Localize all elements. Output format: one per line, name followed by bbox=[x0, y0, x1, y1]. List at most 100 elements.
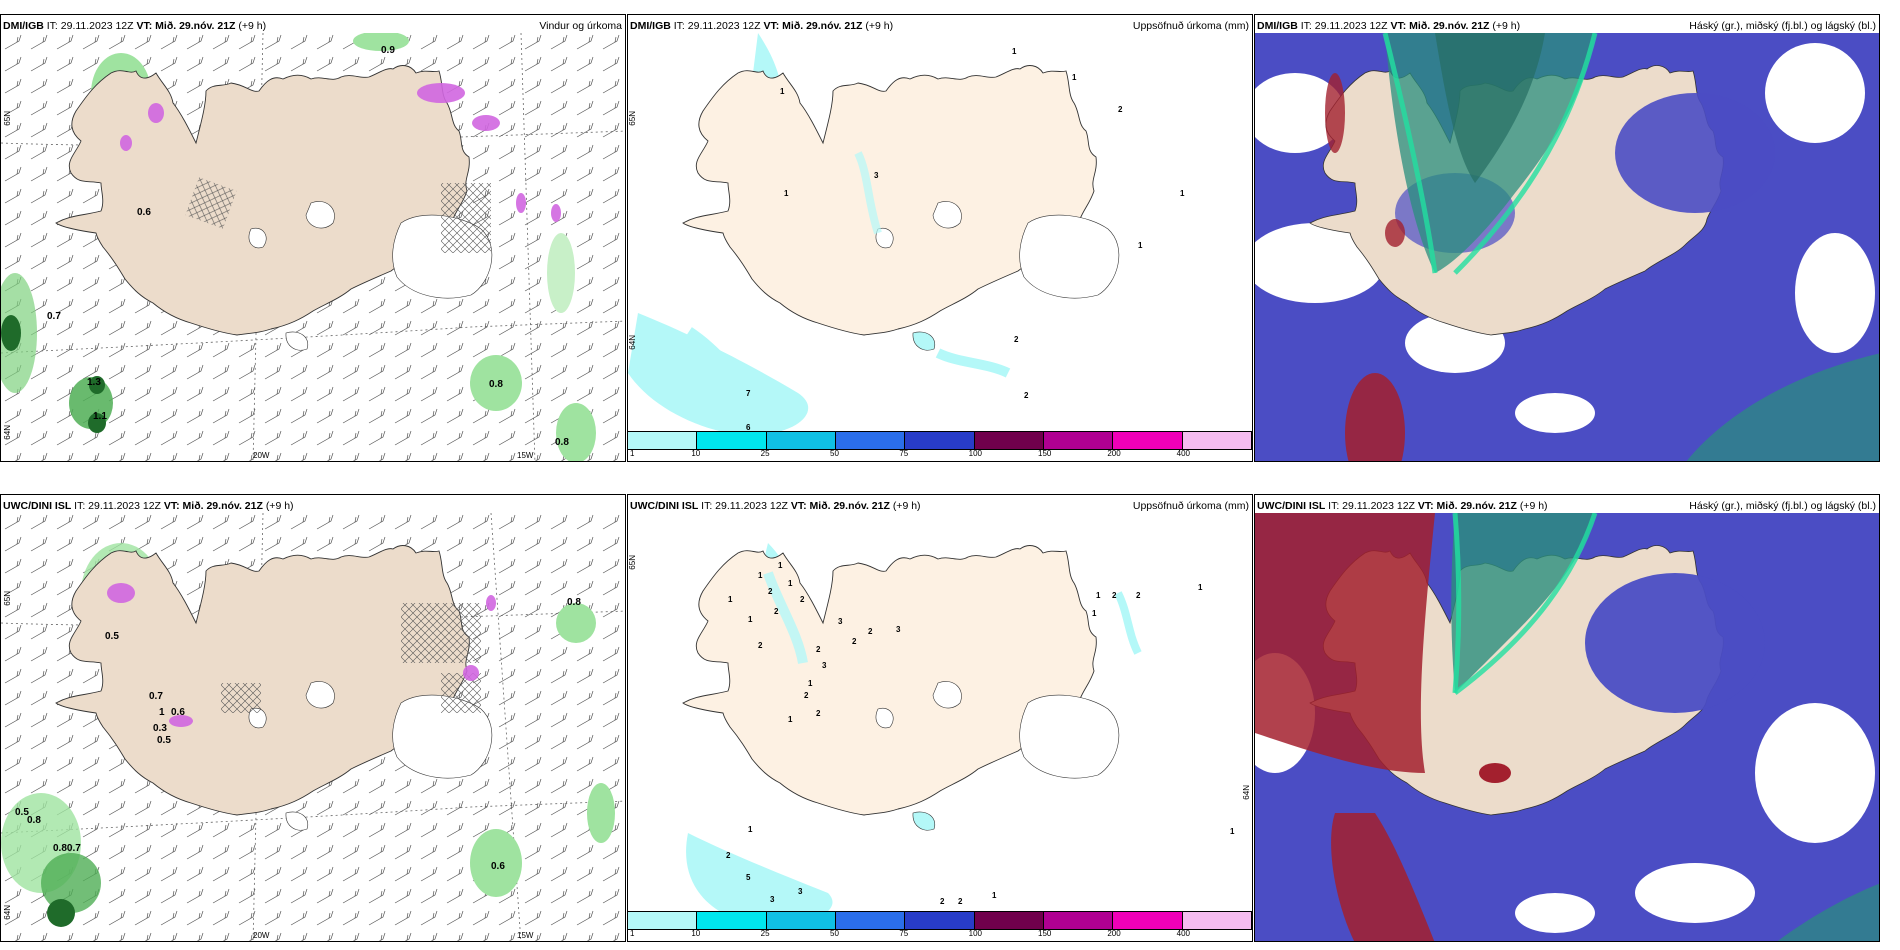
panel-wind-precip-uwc: UWC/DINI ISL IT: 29.11.2023 12Z VT: Mið.… bbox=[0, 494, 626, 942]
precip-amount: 1 bbox=[788, 579, 793, 588]
map-area bbox=[1, 33, 625, 461]
colorbar: 1 10 25 50 75 100 150 200 400 bbox=[628, 911, 1252, 941]
product-title: Uppsöfnuð úrkoma (mm) bbox=[1132, 500, 1249, 512]
lon-label: 15W bbox=[517, 931, 534, 940]
product-title: Uppsöfnuð úrkoma (mm) bbox=[1132, 20, 1249, 32]
precip-value: 0.6 bbox=[491, 861, 505, 872]
precip-amount: 1 bbox=[1138, 241, 1143, 250]
lon-label: 15W bbox=[517, 451, 534, 460]
panel-accum-precip-dmi: DMI/IGB IT: 29.11.2023 12Z VT: Mið. 29.n… bbox=[627, 14, 1253, 462]
precip-amount: 3 bbox=[798, 887, 803, 896]
precip-amount: 2 bbox=[1136, 591, 1141, 600]
model-name: UWC/DINI ISL bbox=[3, 500, 72, 512]
init-time: IT: 29.11.2023 12Z bbox=[673, 20, 761, 32]
colorbar-swatch bbox=[766, 432, 836, 449]
init-time: IT: 29.11.2023 12Z bbox=[1300, 20, 1388, 32]
precip-value: 0.8 bbox=[489, 379, 503, 390]
lead-time: (+9 h) bbox=[1519, 500, 1548, 512]
precip-amount: 1 bbox=[1230, 827, 1235, 836]
colorbar-swatch bbox=[1113, 432, 1183, 449]
precip-amount: 1 bbox=[728, 595, 733, 604]
colorbar-swatch bbox=[835, 912, 906, 929]
precip-amount: 1 bbox=[1012, 47, 1017, 56]
panel-header: DMI/IGB IT: 29.11.2023 12Z VT: Mið. 29.n… bbox=[628, 19, 1252, 33]
panel-clouds-uwc: UWC/DINI ISL IT: 29.11.2023 12Z VT: Mið.… bbox=[1254, 494, 1880, 942]
precip-value: 0.5 bbox=[105, 631, 119, 642]
precip-value: 0.7 bbox=[149, 691, 163, 702]
colorbar-tick-label: 75 bbox=[899, 449, 909, 458]
precip-amount: 2 bbox=[768, 587, 773, 596]
precip-amount: 2 bbox=[774, 607, 779, 616]
precip-amount: 2 bbox=[800, 595, 805, 604]
product-title: Háský (gr.), miðský (fj.bl.) og lágský (… bbox=[1689, 20, 1876, 32]
model-name: DMI/IGB bbox=[3, 20, 44, 32]
valid-time: VT: Mið. 29.nóv. 21Z bbox=[790, 500, 890, 512]
precip-value: 0.8 bbox=[567, 597, 581, 608]
precip-amount: 1 bbox=[808, 679, 813, 688]
precip-amount: 1 bbox=[778, 561, 783, 570]
precip-value: 1.1 bbox=[93, 411, 107, 422]
precip-amount: 2 bbox=[852, 637, 857, 646]
precip-amount: 3 bbox=[838, 617, 843, 626]
product-title: Háský (gr.), miðský (fj.bl.) og lágský (… bbox=[1689, 500, 1876, 512]
precip-amount: 2 bbox=[758, 641, 763, 650]
colorbar-tick-label: 150 bbox=[1038, 929, 1052, 938]
precip-amount: 7 bbox=[746, 389, 751, 398]
precip-amount: 2 bbox=[816, 645, 821, 654]
precip-amount: 1 bbox=[1072, 73, 1077, 82]
colorbar: 1 10 25 50 75 100 150 200 400 bbox=[628, 431, 1252, 461]
colorbar-swatch bbox=[835, 432, 906, 449]
colorbar-swatch bbox=[628, 912, 698, 929]
panel-wind-precip-dmi: DMI/IGB IT: 29.11.2023 12Z VT: Mið. 29.n… bbox=[0, 14, 626, 462]
colorbar-swatch bbox=[1182, 912, 1252, 929]
valid-time: VT: Mið. 29.nóv. 21Z bbox=[1417, 500, 1517, 512]
precip-value: 0.6 bbox=[171, 707, 185, 718]
colorbar-tick-label: 75 bbox=[899, 929, 909, 938]
precip-amount: 1 bbox=[1092, 609, 1097, 618]
precip-value: 0.8 bbox=[555, 437, 569, 448]
colorbar-swatch bbox=[974, 432, 1044, 449]
map-area bbox=[628, 33, 1252, 461]
panel-header: DMI/IGB IT: 29.11.2023 12Z VT: Mið. 29.n… bbox=[1, 19, 625, 33]
precip-value: 1 bbox=[159, 707, 165, 718]
valid-time: VT: Mið. 29.nóv. 21Z bbox=[163, 500, 263, 512]
colorbar-tick-label: 400 bbox=[1176, 449, 1191, 458]
panel-header: UWC/DINI ISL IT: 29.11.2023 12Z VT: Mið.… bbox=[1, 499, 625, 513]
colorbar-tick-label: 100 bbox=[968, 929, 983, 938]
colorbar-swatch bbox=[697, 912, 767, 929]
precip-amount: 3 bbox=[822, 661, 827, 670]
init-time: IT: 29.11.2023 12Z bbox=[46, 20, 134, 32]
map-area bbox=[1255, 33, 1879, 461]
precip-amount: 1 bbox=[780, 87, 785, 96]
colorbar-tick-label: 400 bbox=[1176, 929, 1191, 938]
precip-amount: 3 bbox=[874, 171, 879, 180]
lead-time: (+9 h) bbox=[1492, 20, 1521, 32]
model-name: UWC/DINI ISL bbox=[630, 500, 699, 512]
lon-label: 20W bbox=[253, 451, 270, 460]
init-time: IT: 29.11.2023 12Z bbox=[701, 500, 788, 512]
precip-amount: 2 bbox=[868, 627, 873, 636]
precip-amount: 1 bbox=[992, 891, 997, 900]
precip-amount: 1 bbox=[758, 571, 763, 580]
colorbar-tick-label: 50 bbox=[830, 449, 839, 458]
colorbar-tick-label: 200 bbox=[1107, 929, 1121, 938]
panel-header: UWC/DINI ISL IT: 29.11.2023 12Z VT: Mið.… bbox=[1255, 499, 1879, 513]
precip-value: 0.6 bbox=[137, 207, 151, 218]
precip-amount: 1 bbox=[1198, 583, 1203, 592]
map-area bbox=[1255, 513, 1879, 941]
precip-amount: 2 bbox=[1014, 335, 1019, 344]
precip-amount: 2 bbox=[958, 897, 963, 906]
panel-header: DMI/IGB IT: 29.11.2023 12Z VT: Mið. 29.n… bbox=[1255, 19, 1879, 33]
panel-clouds-dmi: DMI/IGB IT: 29.11.2023 12Z VT: Mið. 29.n… bbox=[1254, 14, 1880, 462]
precip-amount: 1 bbox=[748, 825, 753, 834]
panel-accum-precip-uwc: UWC/DINI ISL IT: 29.11.2023 12Z VT: Mið.… bbox=[627, 494, 1253, 942]
precip-amount: 1 bbox=[788, 715, 793, 724]
precip-value: 0.5 bbox=[157, 735, 171, 746]
init-time: IT: 29.11.2023 12Z bbox=[74, 500, 161, 512]
colorbar-tick-label: 100 bbox=[968, 449, 983, 458]
precip-value: 0.80.7 bbox=[53, 843, 81, 854]
precip-value: 0.7 bbox=[47, 311, 61, 322]
colorbar-swatch bbox=[1043, 912, 1114, 929]
precip-amount: 2 bbox=[940, 897, 945, 906]
colorbar-swatch bbox=[697, 432, 767, 449]
